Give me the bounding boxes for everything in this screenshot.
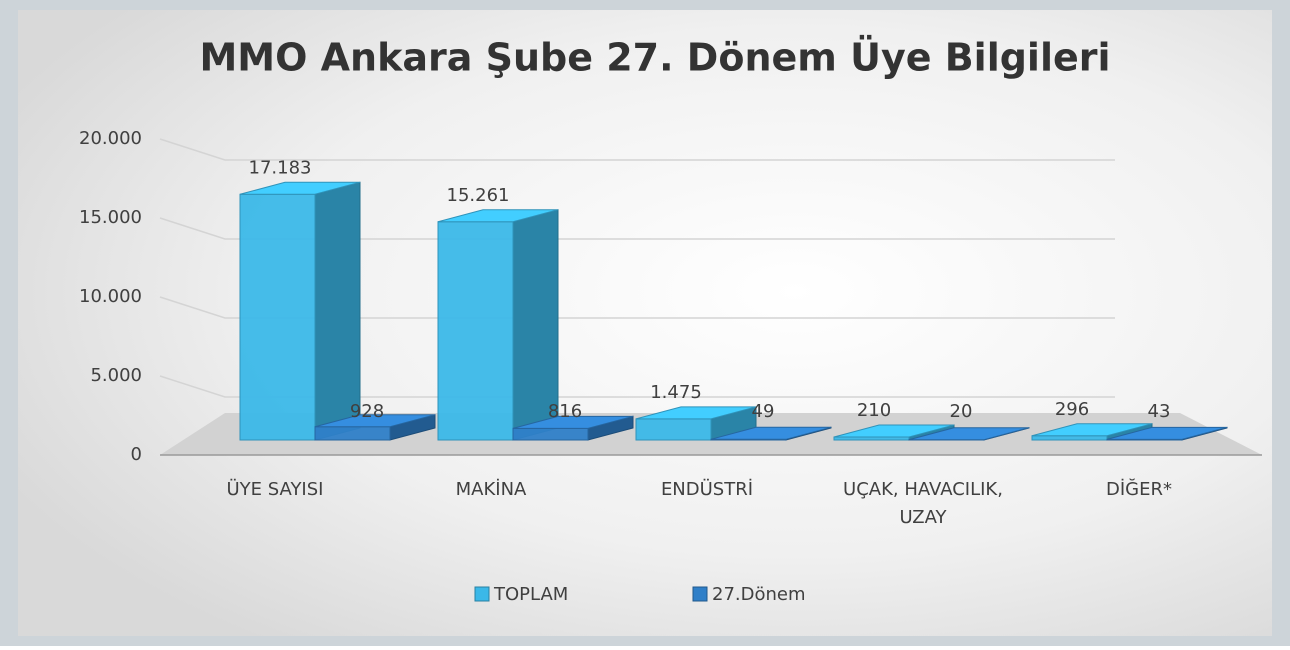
data-label: 1.475 (650, 382, 702, 403)
legend-swatch (693, 587, 707, 601)
bar-front (636, 419, 711, 440)
data-label: 20 (950, 401, 973, 422)
bar-front (438, 222, 513, 440)
plot-background (18, 10, 1272, 636)
x-tick-label: ENDÜSTRİ (661, 478, 753, 500)
data-label: 17.183 (249, 157, 312, 178)
y-tick-label: 10.000 (79, 286, 142, 307)
bar-front (315, 427, 390, 440)
bar-front (240, 194, 315, 440)
y-tick-label: 0 (131, 444, 142, 465)
y-tick-label: 15.000 (79, 207, 142, 228)
data-label: 210 (857, 400, 891, 421)
y-tick-label: 20.000 (79, 128, 142, 149)
legend-swatch (475, 587, 489, 601)
chart-title: MMO Ankara Şube 27. Dönem Üye Bilgileri (199, 36, 1110, 80)
data-label: 43 (1148, 401, 1171, 422)
x-tick-label: ÜYE SAYISI (227, 478, 324, 500)
data-label: 296 (1055, 399, 1089, 420)
data-label: 15.261 (447, 185, 510, 206)
legend-label: 27.Dönem (712, 584, 806, 605)
y-tick-label: 5.000 (90, 365, 142, 386)
bar (438, 210, 558, 440)
data-label: 928 (350, 401, 384, 422)
bar-front (1032, 436, 1107, 440)
legend-label: TOPLAM (493, 584, 568, 605)
bar (240, 182, 360, 440)
data-label: 816 (548, 401, 582, 422)
data-label: 49 (752, 401, 775, 422)
bar-front (513, 428, 588, 440)
x-tick-label: DİĞER* (1106, 478, 1172, 500)
x-tick-label: MAKİNA (456, 479, 527, 500)
